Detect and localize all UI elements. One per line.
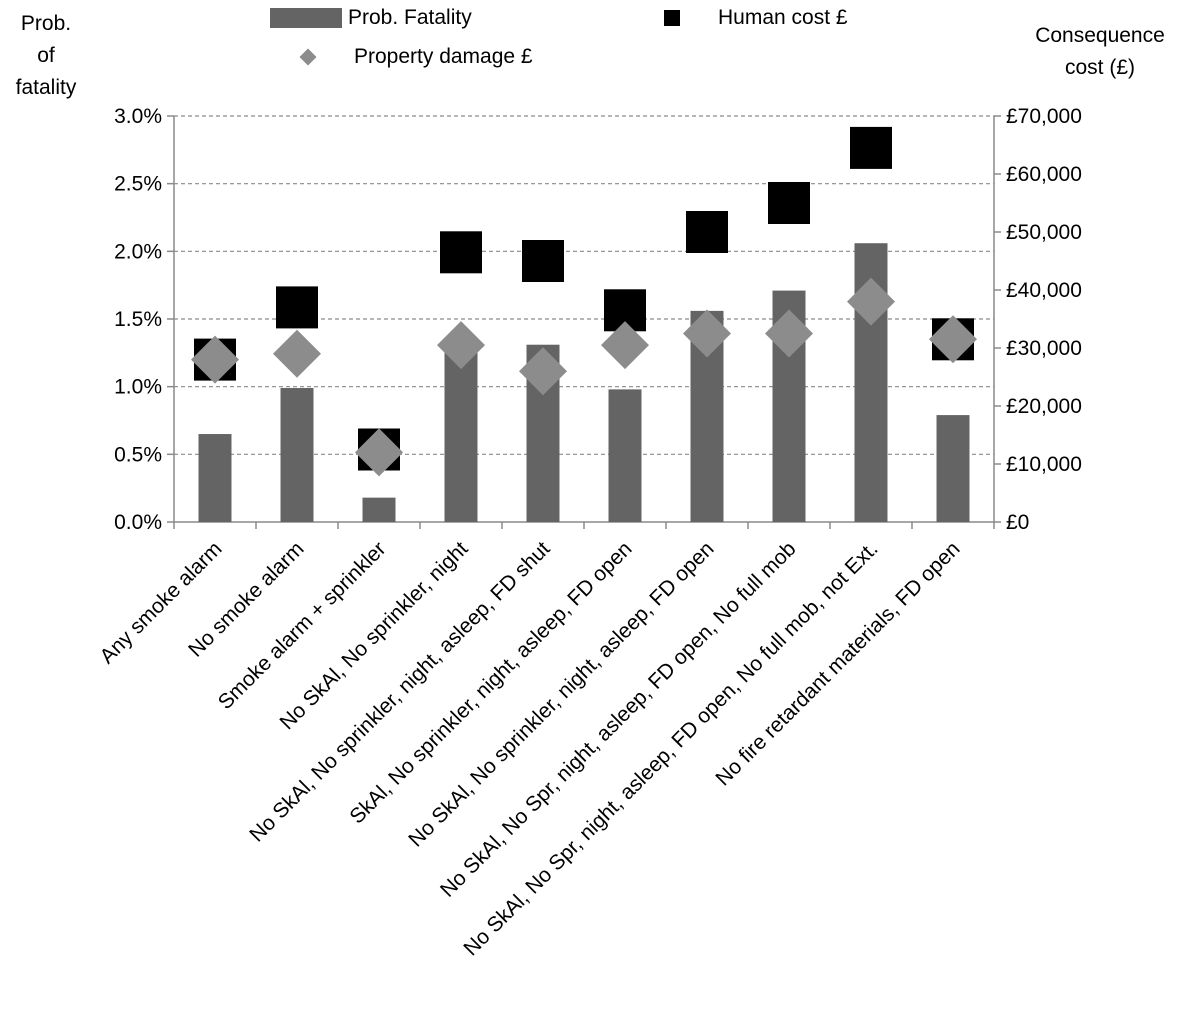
y-left-tick-label: 2.5% (114, 173, 162, 196)
legend-item-human-cost: Human cost £ (664, 6, 848, 30)
property-damage-point (683, 309, 731, 358)
legend-item-property-damage: Property damage £ (298, 45, 533, 69)
y-left-tick-label: 0.5% (114, 443, 162, 466)
legend-label-prob-fatality: Prob. Fatality (348, 6, 472, 29)
human-cost-point (686, 211, 728, 253)
y-left-tick-label: 2.0% (114, 240, 162, 263)
property-damage-point (519, 347, 567, 396)
legend-square-swatch (664, 10, 680, 26)
x-category-label: No SkAl, No sprinkler, night, asleep, FD… (404, 537, 718, 851)
bar (280, 388, 314, 522)
property-damage-point (847, 277, 895, 326)
x-category-label: SkAl, No sprinkler, night, asleep, FD op… (345, 537, 636, 828)
y-right-tick-label: £10,000 (1006, 453, 1082, 476)
property-damage-point (191, 335, 239, 384)
property-damage-point (355, 428, 403, 477)
y-right-axis-title: Consequence cost (£) (1035, 24, 1165, 79)
human-cost-point (522, 240, 564, 282)
bar (444, 340, 478, 522)
bar (608, 389, 642, 522)
y-left-tick-label: 1.0% (114, 376, 162, 399)
y-right-tick-label: £30,000 (1006, 337, 1082, 360)
y-left-axis-title: Prob. of fatality (15, 12, 77, 99)
y-right-tick-label: £0 (1006, 511, 1029, 534)
property-damage-point (765, 309, 813, 358)
legend-item-prob-fatality: Prob. Fatality (270, 6, 472, 30)
bar (362, 497, 396, 522)
x-category-label: Smoke alarm + sprinkler (214, 537, 391, 714)
y-right-tick-label: £20,000 (1006, 395, 1082, 418)
property-damage-point (601, 321, 649, 370)
x-category-label: No SkAl, No sprinkler, night, asleep, FD… (245, 537, 554, 846)
y-right-tick-label: £40,000 (1006, 279, 1082, 302)
legend-bar-swatch (270, 8, 342, 28)
y-right-tick-label: £60,000 (1006, 163, 1082, 186)
human-cost-point (850, 126, 892, 169)
human-cost-point (276, 286, 318, 329)
y-left-tick-label: 0.0% (114, 511, 162, 534)
legend-diamond-swatch (299, 48, 317, 66)
legend-label-property-damage: Property damage £ (354, 45, 533, 68)
legend-label-human-cost: Human cost £ (718, 6, 848, 29)
human-cost-point (440, 231, 482, 274)
property-damage-point (273, 329, 321, 378)
y-right-tick-label: £70,000 (1006, 105, 1082, 128)
bar (936, 415, 970, 522)
human-cost-point (768, 182, 810, 224)
y-right-tick-label: £50,000 (1006, 221, 1082, 244)
property-damage-point (437, 321, 485, 370)
y-left-tick-label: 3.0% (114, 105, 162, 128)
property-damage-point (929, 315, 977, 364)
y-left-tick-label: 1.5% (114, 308, 162, 331)
bar (198, 434, 232, 522)
